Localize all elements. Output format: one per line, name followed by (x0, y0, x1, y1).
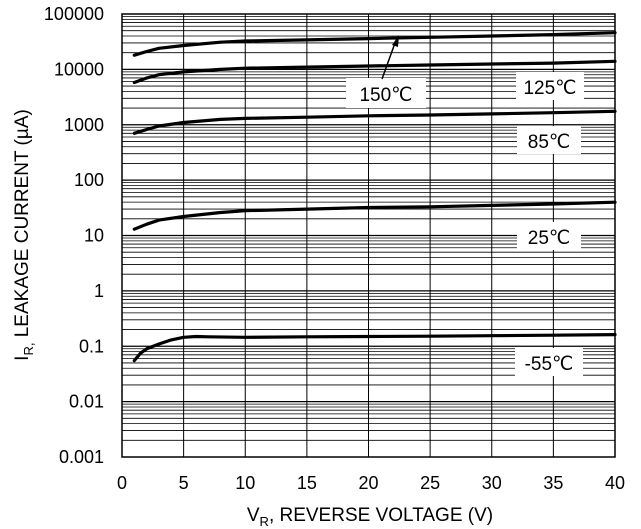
y-tick-label: 1000 (64, 115, 104, 135)
y-tick-label: 10000 (54, 59, 104, 79)
label-25c-bg (517, 222, 581, 250)
y-axis-label-rest: LEAKAGE CURRENT (µA) (12, 109, 33, 342)
x-tick-label: 35 (543, 473, 563, 493)
x-tick-label: 5 (179, 473, 189, 493)
series-labels: 150℃ 125℃ 85℃ 25℃ -55℃ (346, 35, 584, 376)
label-150c-bg (346, 78, 426, 108)
x-tick-label: 10 (235, 473, 255, 493)
y-tick-label: 10 (84, 226, 104, 246)
series-line-1 (132, 59, 617, 85)
x-tick-label: 25 (420, 473, 440, 493)
label-150c-group: 150℃ (346, 35, 426, 108)
series-line-3 (132, 200, 617, 231)
label-minus55c: -55℃ (525, 354, 574, 375)
y-tick-label: 0.01 (69, 392, 104, 412)
label-25c-group: 25℃ (517, 222, 581, 250)
label-85c: 85℃ (528, 132, 570, 153)
y-tick-label: 100000 (44, 4, 104, 24)
label-minus55c-bg (515, 348, 583, 376)
label-25c: 25℃ (528, 228, 570, 249)
label-85c-group: 85℃ (517, 126, 581, 154)
x-axis-label: VR, REVERSE VOLTAGE (V) (247, 505, 493, 529)
label-125c-bg (516, 72, 584, 100)
y-axis-label-sub: R, (21, 343, 36, 356)
label-85c-bg (517, 126, 581, 154)
label-150c: 150℃ (359, 85, 412, 106)
y-tick-label: 0.001 (59, 447, 104, 467)
x-tick-labels: 0 5 10 15 20 25 30 35 40 (117, 473, 625, 493)
y-tick-label: 1 (94, 281, 104, 301)
y-tick-labels: 0.001 0.01 0.1 1 10 100 1000 10000 100000 (44, 4, 104, 467)
x-tick-label: 15 (297, 473, 317, 493)
x-axis-label-sub: R (260, 514, 269, 529)
label-125c: 125℃ (523, 78, 576, 99)
plot-frame (121, 13, 616, 458)
x-tick-label: 0 (117, 473, 127, 493)
x-axis-label-main: V (247, 505, 260, 526)
y-tick-label: 0.1 (79, 336, 104, 356)
label-125c-group: 125℃ (516, 72, 584, 100)
chart-series (132, 31, 617, 363)
x-tick-label: 30 (482, 473, 502, 493)
x-tick-label: 40 (605, 473, 625, 493)
label-minus55c-group: -55℃ (515, 348, 583, 376)
series-line-2 (132, 109, 617, 135)
series-line-0 (132, 31, 617, 57)
series-line-4 (132, 333, 617, 363)
label-150c-arrowhead (392, 35, 399, 47)
label-150c-leader (381, 42, 396, 80)
y-axis-label-main: I (12, 356, 33, 361)
x-axis-label-rest: , REVERSE VOLTAGE (V) (269, 505, 493, 526)
x-tick-label: 20 (358, 473, 378, 493)
y-axis-label: IR, LEAKAGE CURRENT (µA) (12, 109, 36, 361)
y-tick-label: 100 (74, 170, 104, 190)
